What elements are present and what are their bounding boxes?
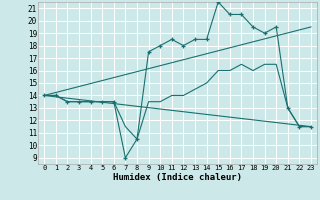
X-axis label: Humidex (Indice chaleur): Humidex (Indice chaleur) bbox=[113, 173, 242, 182]
